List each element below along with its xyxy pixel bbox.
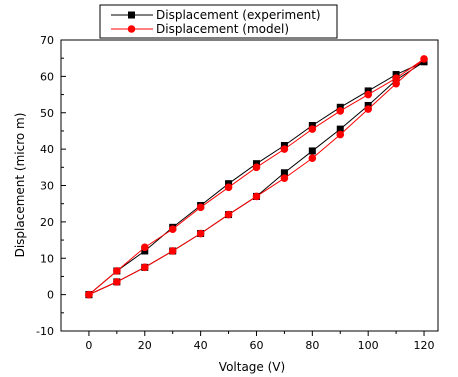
series-line-1: [88, 58, 425, 296]
legend-marker-model: [127, 25, 136, 33]
y-tick-label-2: 10: [40, 252, 54, 265]
series-layer: [85, 55, 428, 299]
x-tick-label-3: 60: [249, 339, 263, 352]
legend: Displacement (experiment) Displacement (…: [99, 4, 338, 39]
x-tick-label-2: 40: [194, 339, 208, 352]
series-1-point-8: [308, 154, 317, 163]
legend-label-experiment: Displacement (experiment): [156, 8, 321, 22]
y-axis: -10 0 10 20 30 40 50 60 70: [36, 34, 66, 338]
y-tick-label-0: -10: [36, 325, 54, 338]
series-1-point-9: [336, 130, 345, 139]
series-1-point-11: [392, 79, 400, 88]
series-1-point-10: [364, 105, 372, 113]
y-tick-label-7: 60: [40, 70, 54, 83]
series-1-point-4: [196, 229, 205, 238]
series-1-point-2: [140, 263, 149, 272]
x-tick-label-0: 0: [85, 339, 92, 352]
series-line-0: [88, 61, 425, 296]
series-1-point-6: [252, 192, 261, 201]
series-1-point-12: [420, 55, 428, 63]
y-tick-label-4: 30: [40, 180, 54, 193]
series-1-point-14: [364, 90, 372, 99]
series-1-point-18: [252, 163, 261, 172]
x-tick-label-4: 80: [305, 339, 319, 352]
y-tick-label-3: 20: [40, 216, 54, 229]
series-1-point-15: [336, 107, 345, 115]
y-axis-title: Displacement (micro m): [13, 113, 27, 258]
series-1-point-23: [113, 267, 121, 275]
legend-label-model: Displacement (model): [156, 22, 289, 36]
series-1-point-22: [140, 243, 149, 252]
x-tick-label-5: 100: [358, 339, 379, 352]
legend-marker-experiment: [128, 11, 135, 19]
series-1-point-20: [196, 203, 205, 212]
y-tick-label-6: 50: [40, 107, 54, 120]
series-1-point-16: [308, 125, 317, 133]
x-axis-title: Voltage (V): [219, 360, 285, 374]
x-axis: 0 20 40 60 80 100 120: [85, 331, 435, 352]
series-1-point-3: [168, 247, 177, 255]
y-tick-label-5: 40: [40, 143, 54, 156]
series-0-point-8: [308, 147, 316, 155]
series-1-point-19: [224, 183, 233, 192]
series-1-point-21: [168, 225, 177, 233]
series-1-point-1: [113, 278, 121, 286]
y-tick-label-1: 0: [47, 289, 54, 302]
x-tick-label-6: 120: [414, 339, 435, 352]
y-tick-label-8: 70: [40, 34, 54, 47]
series-1-point-7: [280, 174, 289, 183]
series-0-point-7: [280, 169, 288, 177]
series-1-point-24: [85, 290, 93, 299]
series-1-point-13: [392, 74, 400, 82]
series-1-point-17: [280, 145, 289, 153]
series-0-point-9: [336, 125, 344, 133]
x-tick-label-1: 20: [138, 339, 152, 352]
series-1-point-5: [224, 210, 233, 219]
legend-box: [99, 4, 338, 39]
